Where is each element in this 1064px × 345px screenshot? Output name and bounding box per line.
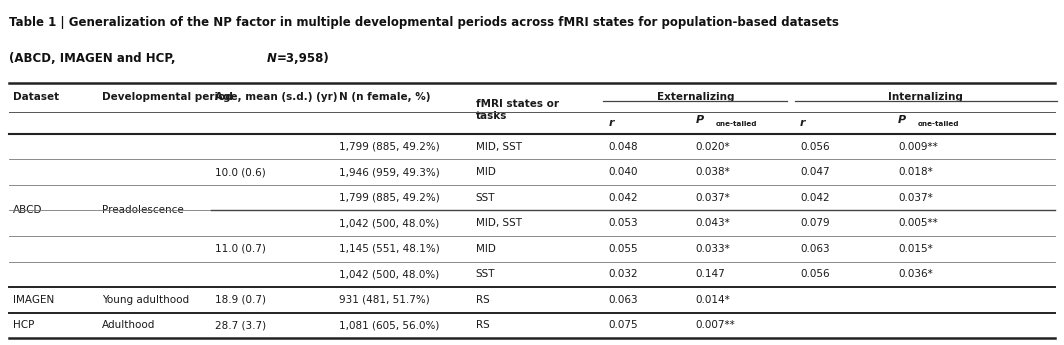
- Text: 10.0 (0.6): 10.0 (0.6): [215, 167, 266, 177]
- Text: =3,958): =3,958): [277, 52, 330, 65]
- Text: 0.063: 0.063: [800, 244, 830, 254]
- Text: 0.042: 0.042: [800, 193, 830, 203]
- Text: 1,081 (605, 56.0%): 1,081 (605, 56.0%): [339, 321, 439, 330]
- Text: RS: RS: [476, 321, 489, 330]
- Text: SST: SST: [476, 193, 495, 203]
- Text: MID: MID: [476, 244, 496, 254]
- Text: one-tailed: one-tailed: [918, 121, 960, 127]
- Text: MID, SST: MID, SST: [476, 218, 521, 228]
- Text: ABCD: ABCD: [13, 206, 43, 215]
- Text: 0.048: 0.048: [609, 142, 638, 151]
- Text: Young adulthood: Young adulthood: [102, 295, 189, 305]
- Text: 1,042 (500, 48.0%): 1,042 (500, 48.0%): [339, 269, 439, 279]
- Text: Externalizing: Externalizing: [656, 92, 734, 102]
- Text: Adulthood: Adulthood: [102, 321, 155, 330]
- Text: Age, mean (s.d.) (yr): Age, mean (s.d.) (yr): [215, 92, 337, 102]
- Text: 0.005**: 0.005**: [898, 218, 937, 228]
- Text: 0.147: 0.147: [696, 269, 726, 279]
- Text: 0.037*: 0.037*: [898, 193, 933, 203]
- Text: 0.015*: 0.015*: [898, 244, 933, 254]
- Text: 0.037*: 0.037*: [696, 193, 731, 203]
- Text: 0.009**: 0.009**: [898, 142, 937, 151]
- Text: one-tailed: one-tailed: [716, 121, 758, 127]
- Text: 18.9 (0.7): 18.9 (0.7): [215, 295, 266, 305]
- Text: 1,145 (551, 48.1%): 1,145 (551, 48.1%): [339, 244, 440, 254]
- Text: tasks: tasks: [476, 111, 506, 121]
- Text: (ABCD, IMAGEN and HCP,: (ABCD, IMAGEN and HCP,: [9, 52, 179, 65]
- Text: 0.075: 0.075: [609, 321, 638, 330]
- Text: 0.018*: 0.018*: [898, 167, 933, 177]
- Text: 0.053: 0.053: [609, 218, 638, 228]
- Text: RS: RS: [476, 295, 489, 305]
- Text: 0.032: 0.032: [609, 269, 638, 279]
- Text: 0.063: 0.063: [609, 295, 638, 305]
- Text: 0.043*: 0.043*: [696, 218, 731, 228]
- Text: SST: SST: [476, 269, 495, 279]
- Text: 1,042 (500, 48.0%): 1,042 (500, 48.0%): [339, 218, 439, 228]
- Text: 0.079: 0.079: [800, 218, 830, 228]
- Text: P: P: [898, 115, 907, 125]
- Text: MID: MID: [476, 167, 496, 177]
- Text: 0.042: 0.042: [609, 193, 638, 203]
- Text: N: N: [267, 52, 277, 65]
- Text: 28.7 (3.7): 28.7 (3.7): [215, 321, 266, 330]
- Text: 0.038*: 0.038*: [696, 167, 731, 177]
- Text: HCP: HCP: [13, 321, 34, 330]
- Text: r: r: [800, 118, 805, 128]
- Text: 0.007**: 0.007**: [696, 321, 735, 330]
- Text: 1,946 (959, 49.3%): 1,946 (959, 49.3%): [339, 167, 440, 177]
- Text: Preadolescence: Preadolescence: [102, 206, 184, 215]
- Text: P: P: [696, 115, 704, 125]
- Text: MID, SST: MID, SST: [476, 142, 521, 151]
- Text: 0.036*: 0.036*: [898, 269, 933, 279]
- Text: r: r: [609, 118, 614, 128]
- Text: IMAGEN: IMAGEN: [13, 295, 54, 305]
- Text: 0.056: 0.056: [800, 269, 830, 279]
- Text: 0.055: 0.055: [609, 244, 638, 254]
- Text: 0.047: 0.047: [800, 167, 830, 177]
- Text: Table 1 | Generalization of the NP factor in multiple developmental periods acro: Table 1 | Generalization of the NP facto…: [9, 16, 838, 29]
- Text: 931 (481, 51.7%): 931 (481, 51.7%): [339, 295, 430, 305]
- Text: 0.040: 0.040: [609, 167, 638, 177]
- Text: N (n female, %): N (n female, %): [339, 92, 431, 102]
- Text: 1,799 (885, 49.2%): 1,799 (885, 49.2%): [339, 193, 440, 203]
- Text: 11.0 (0.7): 11.0 (0.7): [215, 244, 266, 254]
- Text: Internalizing: Internalizing: [888, 92, 963, 102]
- Text: Dataset: Dataset: [13, 92, 59, 102]
- Text: 0.056: 0.056: [800, 142, 830, 151]
- Text: fMRI states or: fMRI states or: [476, 99, 559, 109]
- Text: 1,799 (885, 49.2%): 1,799 (885, 49.2%): [339, 142, 440, 151]
- Text: Developmental period: Developmental period: [102, 92, 233, 102]
- Text: 0.020*: 0.020*: [696, 142, 731, 151]
- Text: 0.014*: 0.014*: [696, 295, 731, 305]
- Text: 0.033*: 0.033*: [696, 244, 731, 254]
